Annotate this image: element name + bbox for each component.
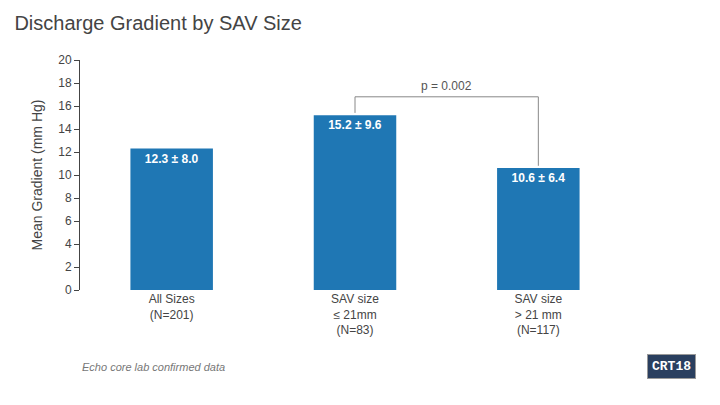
svg-text:10: 10 [58, 168, 72, 182]
svg-text:Mean Gradient (mm Hg): Mean Gradient (mm Hg) [29, 100, 45, 251]
svg-text:CRT18: CRT18 [652, 359, 691, 374]
svg-text:8: 8 [65, 191, 72, 205]
svg-text:All Sizes(N=201): All Sizes(N=201) [149, 292, 195, 322]
svg-text:Discharge Gradient by SAV Size: Discharge Gradient by SAV Size [14, 12, 302, 34]
svg-text:15.2 ± 9.6: 15.2 ± 9.6 [328, 118, 382, 132]
svg-text:16: 16 [58, 99, 72, 113]
svg-text:14: 14 [58, 122, 72, 136]
svg-text:12: 12 [58, 145, 72, 159]
svg-text:0: 0 [65, 283, 72, 297]
svg-text:6: 6 [65, 214, 72, 228]
svg-text:2: 2 [65, 260, 72, 274]
svg-text:p = 0.002: p = 0.002 [421, 79, 472, 93]
svg-text:SAV size> 21 mm(N=117): SAV size> 21 mm(N=117) [514, 292, 562, 337]
svg-text:4: 4 [65, 237, 72, 251]
svg-text:10.6 ± 6.4: 10.6 ± 6.4 [512, 171, 566, 185]
svg-text:18: 18 [58, 76, 72, 90]
svg-text:SAV size≤ 21mm(N=83): SAV size≤ 21mm(N=83) [331, 292, 379, 337]
svg-text:Echo core lab confirmed data: Echo core lab confirmed data [82, 361, 225, 373]
svg-text:12.3 ± 8.0: 12.3 ± 8.0 [145, 152, 199, 166]
svg-text:20: 20 [58, 53, 72, 67]
